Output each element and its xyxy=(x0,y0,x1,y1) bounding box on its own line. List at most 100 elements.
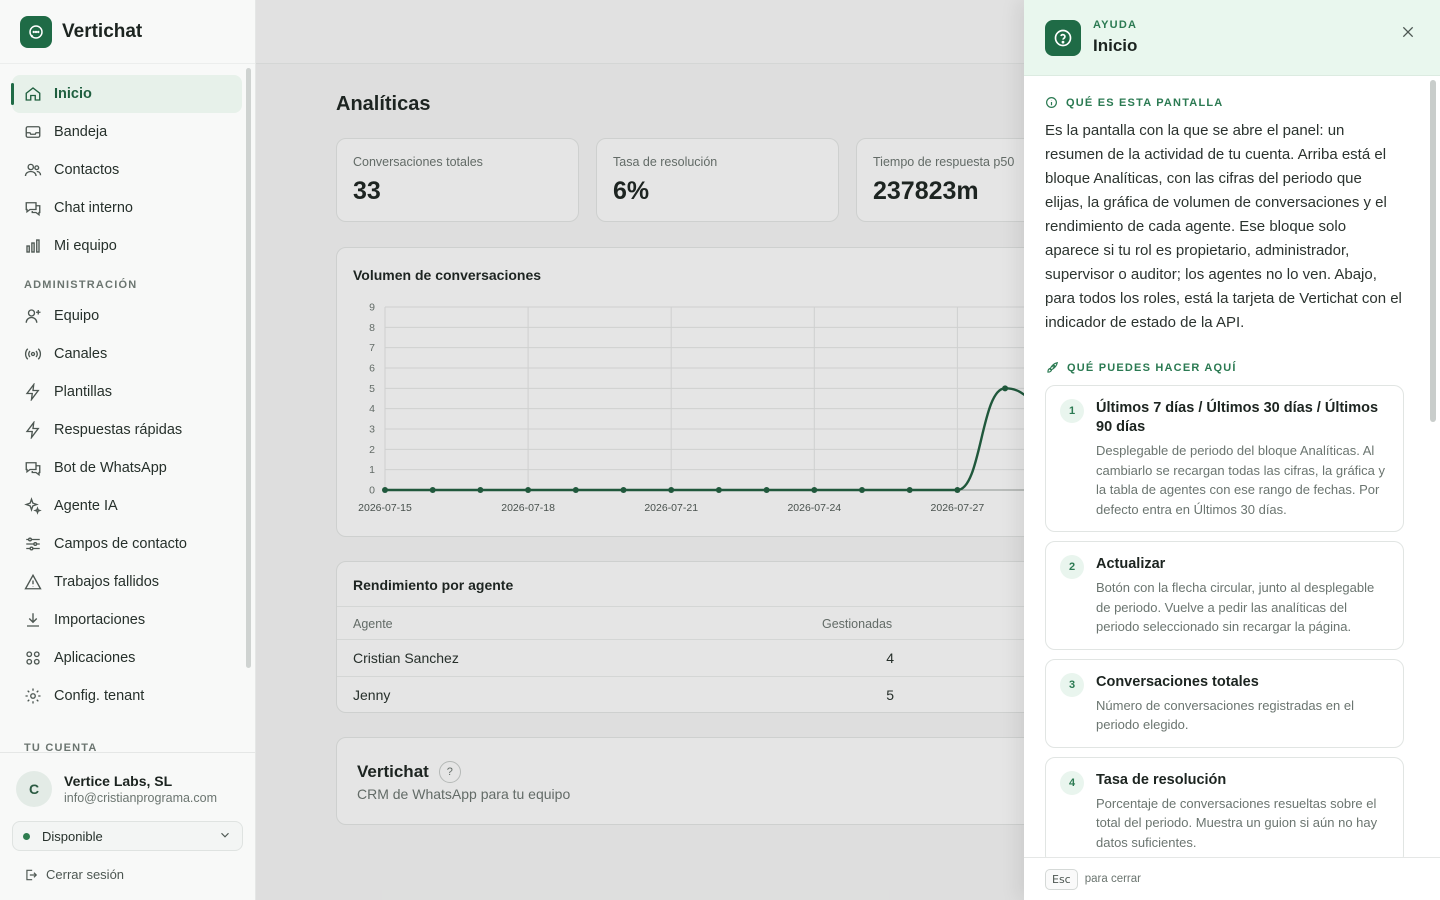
step-text: Desplegable de periodo del bloque Analít… xyxy=(1096,443,1386,517)
y-tick-label: 6 xyxy=(369,363,375,375)
kpi-card-total: Conversaciones totales 33 xyxy=(336,138,579,222)
nav-label: Chat interno xyxy=(54,200,133,216)
status-label: Disponible xyxy=(42,828,103,844)
app-name: Vertichat xyxy=(62,20,143,42)
help-question-icon[interactable]: ? xyxy=(438,761,461,783)
help-step: 2 Actualizar Botón con la flecha circula… xyxy=(1045,541,1404,650)
nav-label: Trabajos fallidos xyxy=(54,574,160,590)
warning-icon xyxy=(24,573,42,591)
agents-title: Rendimiento por agente xyxy=(353,577,514,593)
what-heading-label: QUÉ ES ESTA PANTALLA xyxy=(1066,96,1224,109)
nav-item-equipo[interactable]: Equipo xyxy=(12,297,242,335)
data-point xyxy=(811,487,818,493)
nav-label: Equipo xyxy=(54,308,100,324)
help-scrollbar[interactable] xyxy=(1430,80,1436,422)
nav-item-campos-contacto[interactable]: Campos de contacto xyxy=(12,525,242,563)
y-tick-label: 4 xyxy=(369,403,375,415)
step-title: Actualizar xyxy=(1096,556,1166,572)
kpi-label: Tiempo de respuesta p50 xyxy=(873,155,1015,169)
nav-item-plantillas[interactable]: Plantillas xyxy=(12,373,242,411)
help-step: 1 Últimos 7 días / Últimos 30 días / Últ… xyxy=(1045,385,1404,532)
logout-button[interactable]: Cerrar sesión xyxy=(0,851,255,882)
help-footer: Esc para cerrar xyxy=(1024,857,1440,900)
sidebar: Vertichat Inicio Bandeja Contactos Chat … xyxy=(0,0,256,900)
users-icon xyxy=(24,161,42,179)
nav-item-bandeja[interactable]: Bandeja xyxy=(12,113,242,151)
help-header: AYUDA Inicio xyxy=(1024,0,1440,76)
step-number: 1 xyxy=(1060,399,1084,423)
nav-item-canales[interactable]: Canales xyxy=(12,335,242,373)
nav-item-trabajos-fallidos[interactable]: Trabajos fallidos xyxy=(12,563,242,601)
nav-item-importaciones[interactable]: Importaciones xyxy=(12,601,242,639)
chat-bubbles-icon xyxy=(24,459,42,477)
help-step: 4 Tasa de resolución Porcentaje de conve… xyxy=(1045,756,1404,857)
chat-logo-icon xyxy=(20,15,52,48)
nav-item-aplicaciones[interactable]: Aplicaciones xyxy=(12,639,242,677)
help-title: Inicio xyxy=(1093,36,1138,55)
nav-label: Plantillas xyxy=(54,384,113,400)
x-tick-label: 2026-07-21 xyxy=(644,502,698,514)
what-heading: QUÉ ES ESTA PANTALLA xyxy=(1045,96,1404,109)
nav-item-mi-equipo[interactable]: Mi equipo xyxy=(12,227,242,265)
chat-bubbles-icon xyxy=(24,199,42,217)
inbox-icon xyxy=(24,123,42,141)
status-select[interactable]: Disponible xyxy=(12,821,243,851)
bar-chart-icon xyxy=(24,237,42,255)
x-tick-label: 2026-07-15 xyxy=(358,502,412,514)
nav-label: Bot de WhatsApp xyxy=(54,460,167,476)
do-heading: QUÉ PUEDES HACER AQUÍ xyxy=(1045,361,1404,375)
esc-key: Esc xyxy=(1045,868,1078,890)
nav-item-respuestas-rapidas[interactable]: Respuestas rápidas xyxy=(12,411,242,449)
y-tick-label: 0 xyxy=(369,485,375,497)
y-tick-label: 5 xyxy=(369,383,375,395)
volume-chart-card: Volumen de conversaciones 0 1 2 3 4 5 6 7 8 9 2026… xyxy=(336,247,1096,537)
step-text: Porcentaje de conversaciones resueltas s… xyxy=(1096,795,1378,850)
help-kicker: AYUDA xyxy=(1093,19,1138,31)
status-dot xyxy=(23,832,30,840)
help-description: Es la pantalla con la que se abre el pan… xyxy=(1045,122,1402,331)
data-point xyxy=(954,487,961,493)
data-point xyxy=(620,487,627,493)
avatar[interactable]: C xyxy=(16,771,52,807)
bolt-icon xyxy=(24,421,42,439)
nav-item-agente-ia[interactable]: Agente IA xyxy=(12,487,242,525)
nav-label: Agente IA xyxy=(54,498,118,514)
agent-handled: 4 xyxy=(886,650,894,666)
info-icon xyxy=(1045,96,1058,109)
data-point xyxy=(1002,385,1009,392)
help-circle-icon xyxy=(1045,19,1081,56)
sliders-icon xyxy=(24,535,42,553)
vertichat-card-subtitle: CRM de WhatsApp para tu equipo xyxy=(357,786,571,802)
agent-name: Jenny xyxy=(353,687,391,703)
logout-icon xyxy=(24,868,38,882)
nav-label: Canales xyxy=(54,346,108,362)
close-icon[interactable] xyxy=(1398,22,1418,42)
y-tick-label: 3 xyxy=(369,424,375,436)
kpi-label: Conversaciones totales xyxy=(353,155,483,169)
nav-item-contactos[interactable]: Contactos xyxy=(12,151,242,189)
step-number: 4 xyxy=(1060,770,1084,795)
x-tick-label: 2026-07-18 xyxy=(501,502,555,514)
step-text: Botón con la flecha circular, junto al d… xyxy=(1096,580,1375,634)
kpi-value: 33 xyxy=(353,177,381,205)
nav-item-bot-whatsapp[interactable]: Bot de WhatsApp xyxy=(12,449,242,487)
grid-icon xyxy=(24,649,42,667)
data-point xyxy=(382,487,388,493)
step-text: Número de conversaciones registradas en … xyxy=(1096,697,1354,733)
home-icon xyxy=(24,85,42,103)
y-tick-label: 8 xyxy=(369,322,375,334)
nav-item-chat-interno[interactable]: Chat interno xyxy=(12,189,242,227)
chart-title: Volumen de conversaciones xyxy=(353,267,542,283)
nav-item-inicio[interactable]: Inicio xyxy=(11,75,242,113)
download-icon xyxy=(24,611,42,629)
data-point xyxy=(477,487,484,493)
step-number: 3 xyxy=(1060,672,1084,697)
sparkles-icon xyxy=(24,497,42,515)
sidebar-scrollbar[interactable] xyxy=(246,68,251,668)
esc-hint: para cerrar xyxy=(1084,873,1141,885)
data-point xyxy=(572,487,579,493)
series-line xyxy=(384,387,1053,492)
brand: Vertichat xyxy=(0,0,255,64)
gear-icon xyxy=(24,687,42,705)
nav-item-config-tenant[interactable]: Config. tenant xyxy=(12,677,242,715)
